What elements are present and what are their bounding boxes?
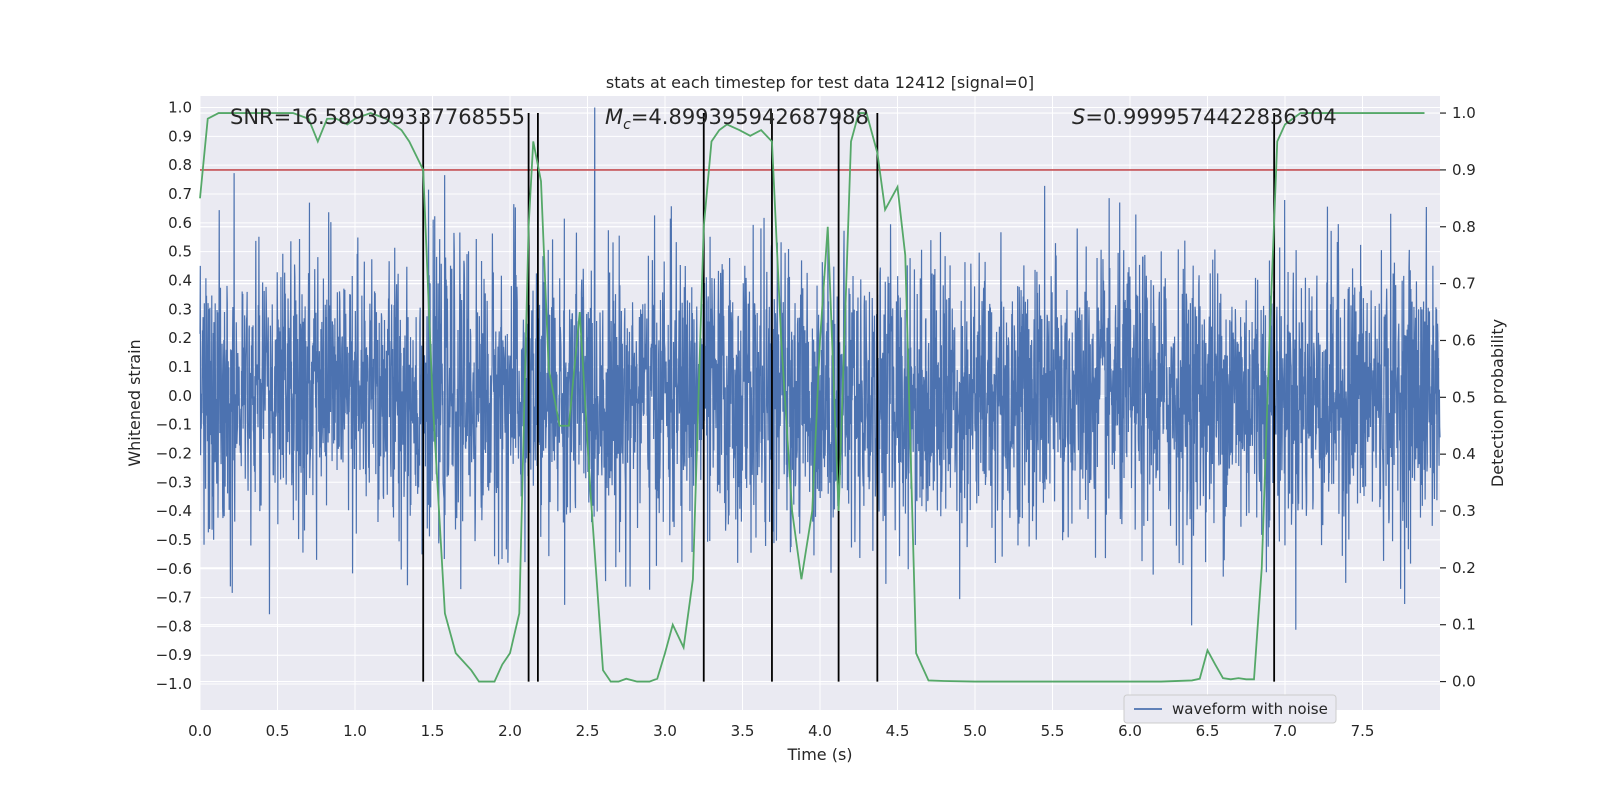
x-tick-label: 0.0 bbox=[188, 722, 212, 740]
x-tick-label: 5.5 bbox=[1041, 722, 1065, 740]
x-tick-label: 3.0 bbox=[653, 722, 677, 740]
x-tick-label: 7.5 bbox=[1351, 722, 1375, 740]
y-tick-left-label: −0.2 bbox=[156, 444, 192, 462]
y-tick-left-label: −0.1 bbox=[156, 416, 192, 434]
y-tick-left-label: 0.7 bbox=[168, 185, 192, 203]
x-tick-label: 4.0 bbox=[808, 722, 832, 740]
y-tick-left-label: 0.0 bbox=[168, 387, 192, 405]
y-tick-left-label: −0.8 bbox=[156, 617, 192, 635]
x-ticks: 0.0 0.5 1.0 1.5 2.0 2.5 3.0 3.5 4.0 4.5 5.0 5.5 6.0 6… bbox=[188, 722, 1374, 740]
y-tick-left-label: 0.1 bbox=[168, 358, 192, 376]
y-tick-right-label: 0.4 bbox=[1452, 445, 1476, 463]
y-tick-right-label: 0.8 bbox=[1452, 218, 1476, 236]
y-tick-right-label: 0.6 bbox=[1452, 331, 1476, 349]
y-tick-right-label: 1.0 bbox=[1452, 104, 1476, 122]
legend-box bbox=[1123, 694, 1337, 724]
y-tick-left-label: 0.8 bbox=[168, 156, 192, 174]
y-tick-left-label: 0.4 bbox=[168, 271, 192, 289]
x-tick-label: 2.0 bbox=[498, 722, 522, 740]
y-tick-left-label: −0.7 bbox=[156, 589, 192, 607]
y-axis-left-label: Whitened strain bbox=[125, 339, 144, 466]
y-tick-left-label: 0.5 bbox=[168, 243, 192, 261]
legend-label: waveform with noise bbox=[1172, 700, 1328, 718]
y-tick-right-label: 0.9 bbox=[1452, 161, 1476, 179]
y-tick-left-label: 0.9 bbox=[168, 127, 192, 145]
chart-title: stats at each timestep for test data 124… bbox=[606, 73, 1034, 92]
legend: waveform with noise bbox=[1123, 694, 1337, 724]
y-tick-left-label: −0.6 bbox=[156, 560, 192, 578]
y-tick-left-label: −1.0 bbox=[156, 675, 192, 693]
y-tick-left-label: −0.5 bbox=[156, 531, 192, 549]
x-tick-label: 3.5 bbox=[731, 722, 755, 740]
x-tick-label: 6.5 bbox=[1196, 722, 1220, 740]
snr-annotation: SNR=16.589399337768555 bbox=[230, 105, 525, 129]
waveform-series bbox=[199, 107, 1441, 630]
x-tick-label: 0.5 bbox=[266, 722, 290, 740]
y-tick-right-label: 0.2 bbox=[1452, 559, 1476, 577]
y-tick-right-label: 0.3 bbox=[1452, 502, 1476, 520]
y-tick-right-label: 0.5 bbox=[1452, 388, 1476, 406]
y-tick-left-label: −0.4 bbox=[156, 502, 192, 520]
y-tick-right-label: 0.7 bbox=[1452, 275, 1476, 293]
chirp-mass-value: =4.899395942687988 bbox=[631, 105, 869, 129]
x-tick-label: 1.5 bbox=[421, 722, 445, 740]
y-tick-left-label: 0.3 bbox=[168, 300, 192, 318]
y-tick-left-label: 0.2 bbox=[168, 329, 192, 347]
y-axis-right-label: Detection probability bbox=[1488, 319, 1507, 487]
x-tick-label: 7.0 bbox=[1273, 722, 1297, 740]
x-tick-label: 1.0 bbox=[343, 722, 367, 740]
y-tick-left-label: −0.9 bbox=[156, 646, 192, 664]
x-tick-label: 4.5 bbox=[886, 722, 910, 740]
y-tick-right-label: 0.0 bbox=[1452, 673, 1476, 691]
x-tick-label: 2.5 bbox=[576, 722, 600, 740]
y-tick-left-label: −0.3 bbox=[156, 473, 192, 491]
y-tick-right-label: 0.1 bbox=[1452, 616, 1476, 634]
y-tick-left-label: 0.6 bbox=[168, 214, 192, 232]
x-axis-label: Time (s) bbox=[786, 745, 852, 764]
y-ticks-right: 1.0 0.9 0.8 0.7 0.6 0.5 0.4 0.3 0.2 0.1 0.0 bbox=[1440, 104, 1476, 691]
x-tick-label: 5.0 bbox=[963, 722, 987, 740]
detection-probability-series bbox=[199, 112, 1425, 683]
chirp-mass-annotation: Mc=4.899395942687988 bbox=[605, 105, 869, 133]
y-ticks-left: 1.0 0.9 0.8 0.7 0.6 0.5 0.4 0.3 0.2 0.1 0.0 −0.1 −0.… bbox=[156, 99, 192, 694]
x-tick-label: 6.0 bbox=[1118, 722, 1142, 740]
score-value: =0.9999574422836304 bbox=[1085, 105, 1336, 129]
y-tick-left-label: 1.0 bbox=[168, 99, 192, 117]
score-annotation: S=0.9999574422836304 bbox=[1072, 105, 1337, 129]
